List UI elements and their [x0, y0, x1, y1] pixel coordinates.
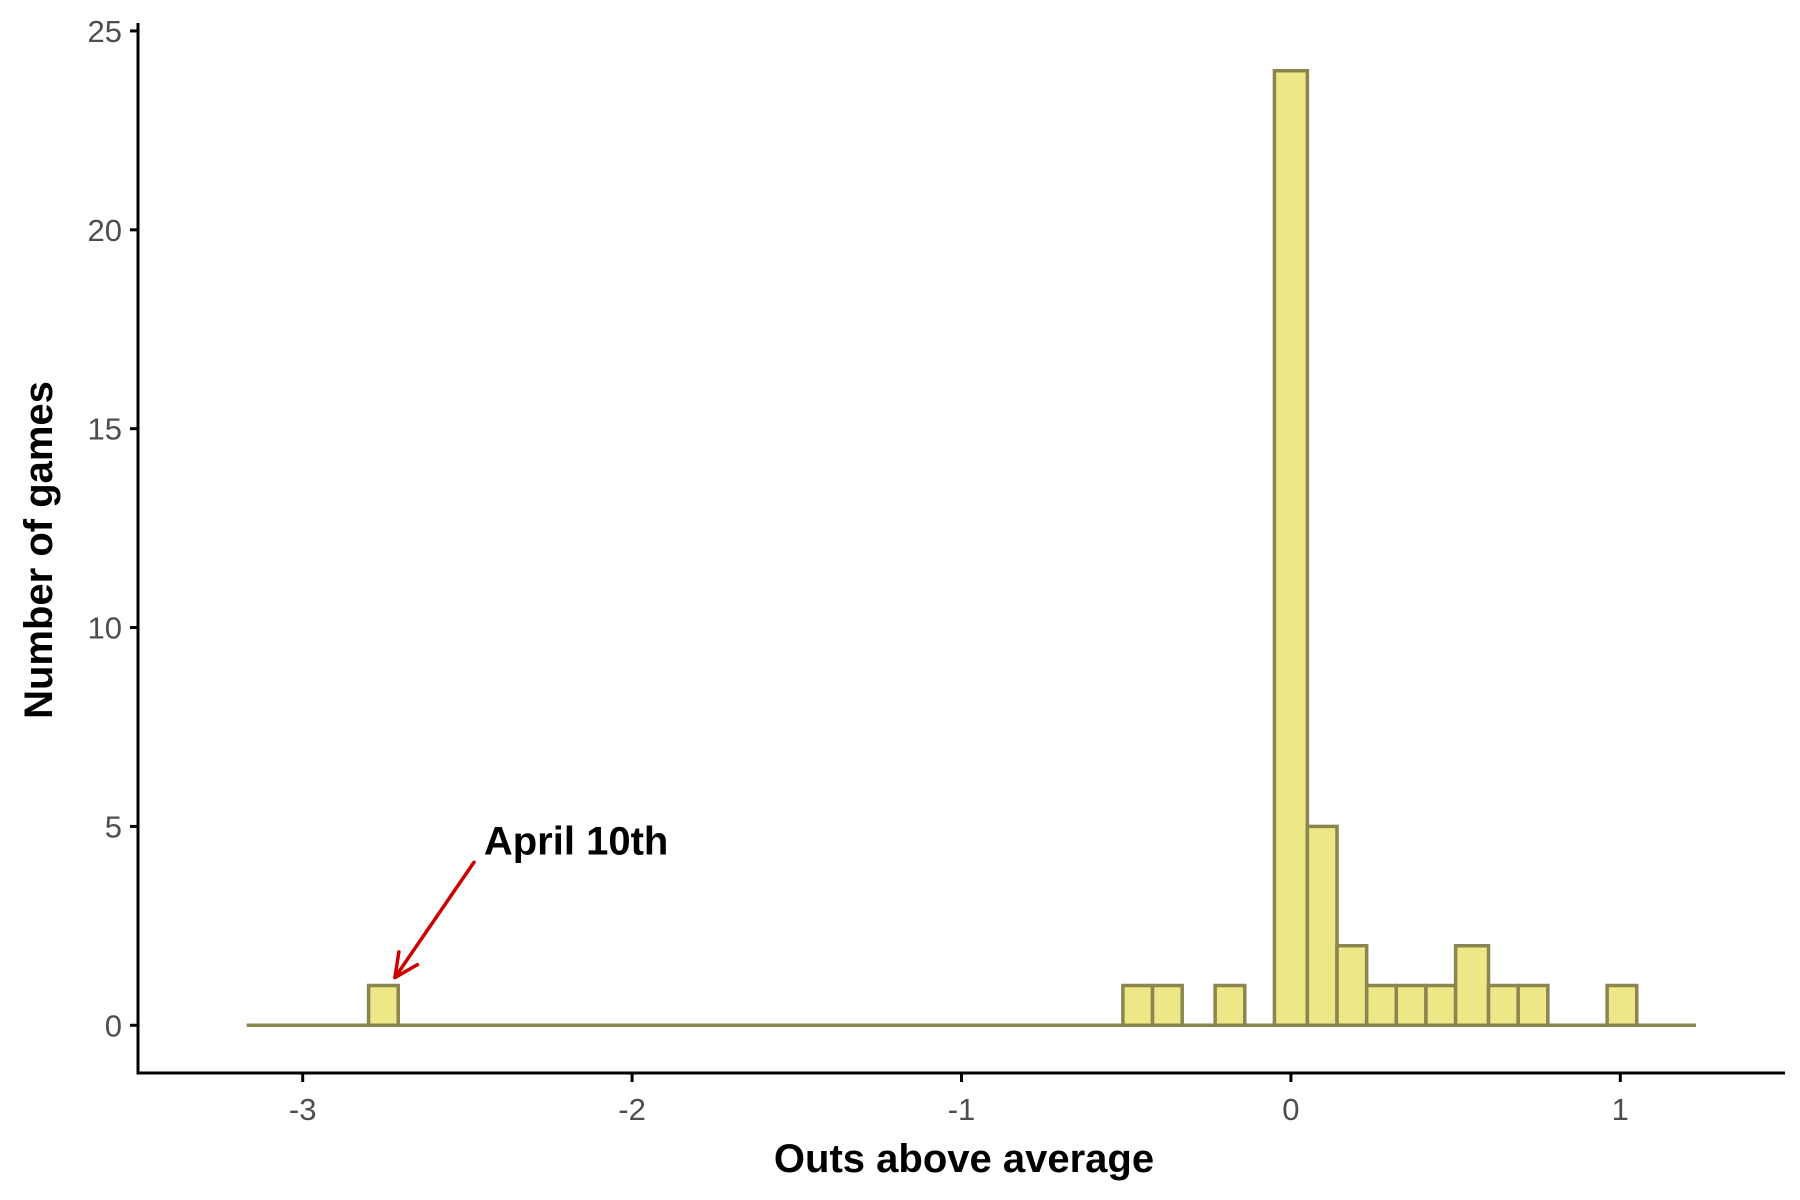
histogram-bar — [1453, 943, 1491, 1028]
y-ticks: 0 5 10 15 20 25 — [88, 14, 138, 1043]
histogram-bar — [1121, 983, 1155, 1028]
y-tick-label: 15 — [88, 412, 122, 447]
y-tick-label: 10 — [88, 611, 122, 646]
x-tick-label: -3 — [289, 1092, 317, 1127]
histogram-bar — [1213, 983, 1247, 1028]
y-tick-label: 25 — [88, 14, 122, 49]
histogram-bar — [1605, 983, 1639, 1028]
axes-layer: 0 5 10 15 20 25 -3 -2 -1 0 1 — [88, 14, 1785, 1127]
histogram-bar — [1486, 983, 1520, 1028]
y-tick-label: 20 — [88, 213, 122, 248]
y-tick-label: 5 — [105, 809, 122, 844]
x-axis-title: Outs above average — [774, 1137, 1154, 1181]
y-axis-title: Number of games — [17, 381, 61, 719]
x-tick-label: 0 — [1282, 1092, 1299, 1127]
annotation-arrow-head — [393, 950, 420, 980]
histogram-bar — [1516, 983, 1550, 1028]
annotation-layer: April 10th — [393, 819, 668, 980]
histogram-bar — [1424, 983, 1458, 1028]
histogram-bar — [1272, 68, 1310, 1028]
histogram-bar — [1394, 983, 1428, 1028]
histogram-bar — [1335, 943, 1369, 1028]
histogram-bar — [1364, 983, 1399, 1028]
histogram-bar — [1150, 983, 1184, 1028]
x-tick-label: 1 — [1612, 1092, 1629, 1127]
annotation-label: April 10th — [484, 819, 668, 863]
annotation-arrow — [393, 860, 476, 980]
histogram-bar — [366, 983, 400, 1028]
y-tick-label: 0 — [105, 1008, 122, 1043]
x-tick-label: -2 — [618, 1092, 646, 1127]
bars-layer — [246, 68, 1697, 1028]
x-tick-label: -1 — [948, 1092, 976, 1127]
histogram-bar — [1305, 824, 1339, 1028]
x-ticks: -3 -2 -1 0 1 — [289, 1073, 1629, 1127]
